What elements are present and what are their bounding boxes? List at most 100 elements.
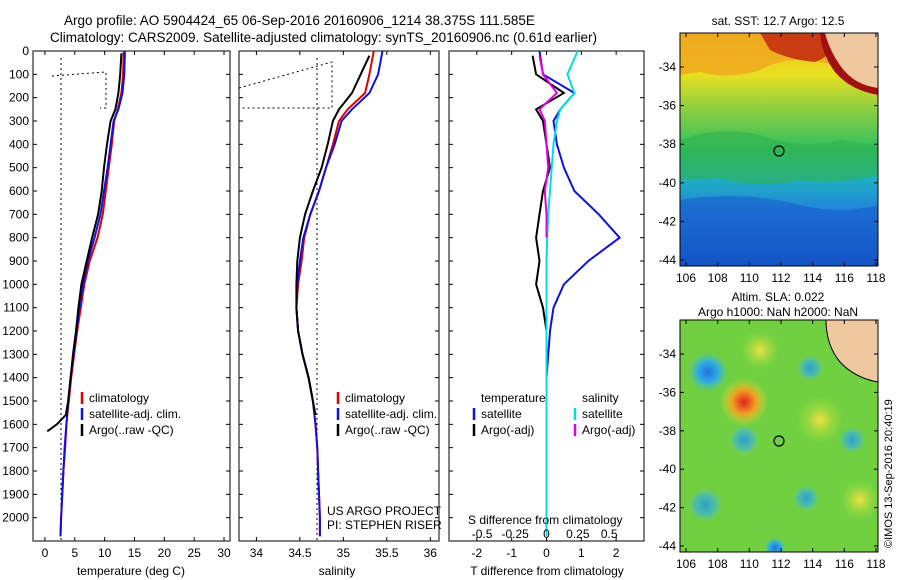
legend-title-temperature: temperature xyxy=(481,391,546,405)
x-tick-label: 36 xyxy=(424,546,438,560)
map-x-tick-label: 106 xyxy=(676,271,696,285)
map-x-tick-label: 118 xyxy=(866,557,885,571)
salinity-axes: 34 34.5 35 35.5 36 xyxy=(239,50,439,560)
map-y-tick-label: -44 xyxy=(659,253,677,267)
depth-tick-label: 2000 xyxy=(2,511,29,525)
temperature-xlabel: temperature (deg C) xyxy=(77,564,185,578)
header-line2: Climatology: CARS2009. Satellite-adjuste… xyxy=(50,30,597,45)
salinity-panel-frame xyxy=(238,50,440,542)
legend-label-climatology: climatology xyxy=(345,391,405,405)
depth-tick-label: 1800 xyxy=(2,464,29,478)
header-line1: Argo profile: AO 5904424_65 06-Sep-2016 … xyxy=(64,13,535,28)
x-tick-label: 35 xyxy=(337,546,351,560)
x-tick-label: 20 xyxy=(158,546,172,560)
x-tick-label: 34.5 xyxy=(288,546,312,560)
depth-tick-label: 800 xyxy=(9,231,29,245)
sla-map-ticks: -34 -36 -38 -40 -42 -44 106 108 110 112 114 116 118 xyxy=(659,320,886,571)
legend-label-sal-satellite: satellite xyxy=(582,407,623,421)
sst-map-ticks: -34 -36 -38 -40 -42 -44 106 108 110 112 114 116 118 xyxy=(659,33,886,285)
depth-tick-label: 1700 xyxy=(2,441,29,455)
depth-tick-label: 400 xyxy=(9,137,29,151)
map-x-tick-label: 106 xyxy=(676,557,696,571)
map-y-tick-label: -34 xyxy=(659,347,677,361)
depth-tick-label: 1000 xyxy=(2,277,29,291)
sst-map-frame xyxy=(679,32,879,267)
sla-argo-position-marker xyxy=(773,435,785,447)
imos-credit: ©IMOS 13-Sep-2016 20:40:19 xyxy=(883,399,895,548)
s-difference-tick-label: -0.5 xyxy=(472,527,493,541)
temperature-legend: climatology satellite-adj. clim. Argo(..… xyxy=(80,391,181,437)
depth-tick-label: 700 xyxy=(9,207,29,221)
map-y-tick-label: -44 xyxy=(659,539,677,553)
difference-axes: -2 -1 0 1 2 xyxy=(449,50,644,560)
sst-map-image xyxy=(680,33,878,266)
s-difference-tick-label: 0 xyxy=(543,527,550,541)
legend-title-salinity: salinity xyxy=(582,391,619,405)
series-line-temperature-argo-adj- xyxy=(531,55,566,415)
difference-series xyxy=(531,50,622,537)
sst-map-title: sat. SST: 12.7 Argo: 12.5 xyxy=(712,14,845,28)
map-x-tick-label: 110 xyxy=(740,557,759,571)
series-line-argo-raw-qc- xyxy=(46,53,123,433)
series-line-salinity-satellite xyxy=(545,50,579,537)
sla-map-image xyxy=(680,320,878,552)
s-difference-tick-label: -0.25 xyxy=(501,527,529,541)
s-difference-tick-label: 0.5 xyxy=(601,527,618,541)
salinity-xlabel: salinity xyxy=(319,564,356,578)
salinity-legend: climatology satellite-adj. clim. Argo(..… xyxy=(336,391,437,437)
map-x-tick-label: 116 xyxy=(835,557,854,571)
map-y-tick-label: -40 xyxy=(659,462,677,476)
depth-tick-label: 1200 xyxy=(2,324,29,338)
map-y-tick-label: -36 xyxy=(659,385,677,399)
s-difference-tick-label: 0.25 xyxy=(566,527,590,541)
legend-label-satellite: satellite-adj. clim. xyxy=(89,407,181,421)
map-y-tick-label: -40 xyxy=(659,176,677,190)
series-line-salinity-argo-adj- xyxy=(538,55,559,238)
x-tick-label: 15 xyxy=(128,546,142,560)
map-y-tick-label: -36 xyxy=(659,99,677,113)
depth-tick-label: 1900 xyxy=(2,487,29,501)
legend-label-temp-argo: Argo(-adj) xyxy=(481,423,534,437)
depth-tick-label: 1100 xyxy=(3,301,29,315)
map-y-tick-label: -42 xyxy=(659,214,677,228)
legend-label-argo: Argo(..raw -QC) xyxy=(89,423,174,437)
x-tick-label: -1 xyxy=(506,546,517,560)
depth-tick-label: 100 xyxy=(9,67,29,81)
x-tick-label: 2 xyxy=(613,546,620,560)
depth-tick-label: 600 xyxy=(9,184,29,198)
difference-xlabel: T difference from climatology xyxy=(470,564,624,578)
temperature-series xyxy=(46,50,126,537)
temperature-qc-box xyxy=(51,71,107,109)
map-y-tick-label: -38 xyxy=(659,424,677,438)
x-tick-label: -2 xyxy=(472,546,483,560)
map-x-tick-label: 108 xyxy=(708,271,728,285)
x-tick-label: 25 xyxy=(188,546,202,560)
x-tick-label: 34 xyxy=(250,546,264,560)
depth-tick-label: 900 xyxy=(9,254,29,268)
series-line-satellite-adj-clim- xyxy=(295,50,384,537)
legend-label-sal-argo: Argo(-adj) xyxy=(582,423,635,437)
series-line-argo-raw-qc- xyxy=(295,55,371,416)
sla-map-frame xyxy=(679,319,879,553)
x-tick-label: 10 xyxy=(98,546,112,560)
pi-annotation: PI: STEPHEN RISER xyxy=(327,518,442,532)
map-y-tick-label: -34 xyxy=(659,60,677,74)
depth-tick-label: 500 xyxy=(9,161,29,175)
x-tick-label: 0 xyxy=(42,546,49,560)
legend-label-temp-satellite: satellite xyxy=(481,407,522,421)
x-tick-label: 0 xyxy=(543,546,550,560)
salinity-qc-box xyxy=(238,61,333,109)
map-x-tick-label: 110 xyxy=(740,271,759,285)
depth-tick-label: 1600 xyxy=(2,417,29,431)
series-line-climatology xyxy=(295,50,375,537)
depth-tick-label: 1500 xyxy=(2,394,29,408)
legend-label-climatology: climatology xyxy=(89,391,149,405)
s-difference-tick-labels: -0.5 -0.25 0 0.25 0.5 xyxy=(472,527,618,541)
sla-map-title-line1: Altim. SLA: 0.022 xyxy=(732,290,825,304)
sla-map-title-line2: Argo h1000: NaN h2000: NaN xyxy=(698,305,858,319)
s-difference-label: S difference from climatology xyxy=(468,513,623,527)
depth-tick-label: 1400 xyxy=(2,371,29,385)
temperature-axes: 0100200300400500600700800900100011001200… xyxy=(2,44,231,560)
depth-tick-label: 0 xyxy=(22,44,29,58)
